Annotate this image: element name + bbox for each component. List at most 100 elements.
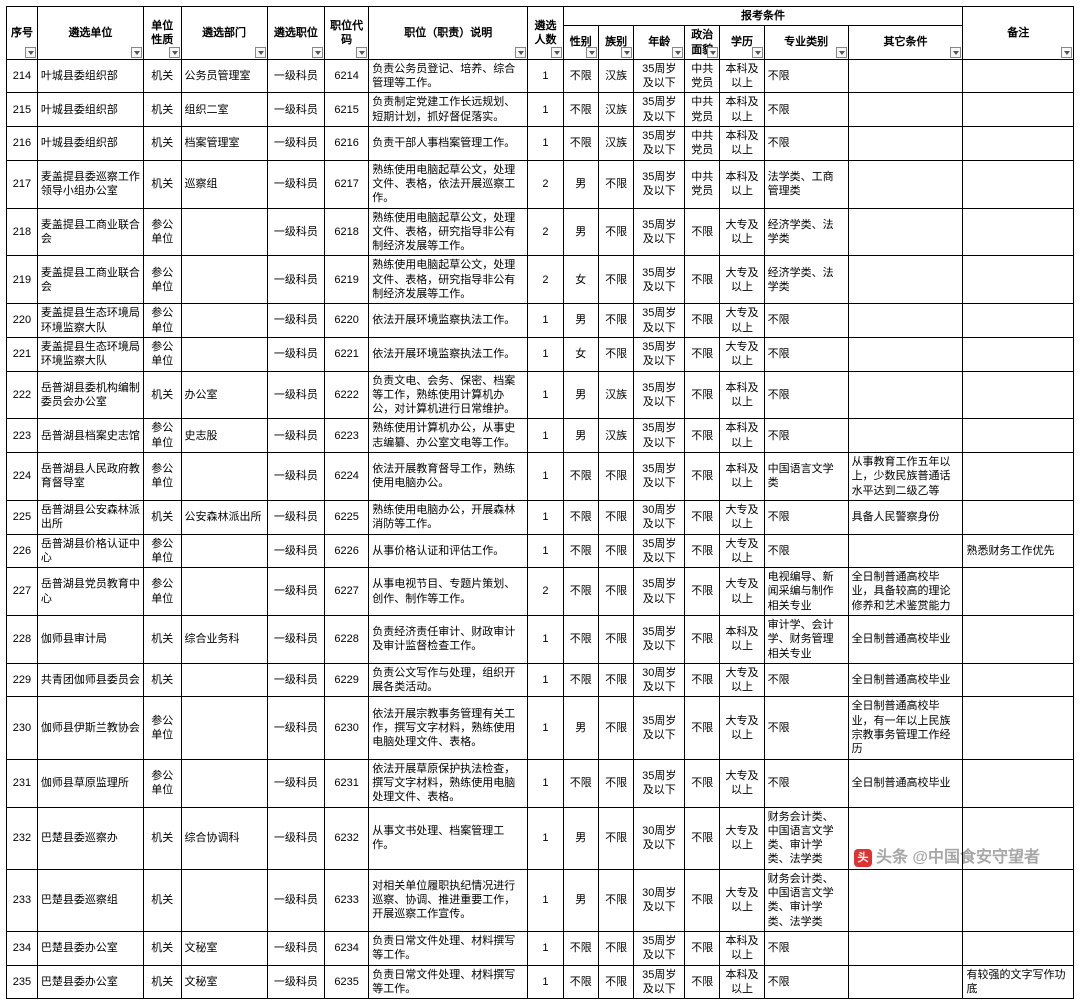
cell-seq: 230 bbox=[7, 697, 38, 759]
filter-icon[interactable] bbox=[950, 47, 961, 58]
cell-seq: 235 bbox=[7, 965, 38, 999]
filter-icon[interactable] bbox=[515, 47, 526, 58]
cell-edu: 大专及以上 bbox=[720, 759, 764, 807]
cell-pol: 不限 bbox=[685, 419, 720, 453]
filter-icon[interactable] bbox=[356, 47, 367, 58]
cell-type: 参公单位 bbox=[143, 453, 181, 501]
table-row: 235巴楚县委办公室机关文秘室一级科员6235负责日常文件处理、材料撰写等工作。… bbox=[7, 965, 1074, 999]
cell-pol: 不限 bbox=[685, 663, 720, 697]
cell-num: 1 bbox=[528, 453, 563, 501]
col-conditions-group: 报考条件 bbox=[563, 7, 963, 26]
cell-dept bbox=[181, 534, 267, 568]
cell-type: 参公单位 bbox=[143, 304, 181, 338]
cell-other bbox=[848, 59, 963, 93]
cell-type: 机关 bbox=[143, 93, 181, 127]
cell-edu: 本科及以上 bbox=[720, 453, 764, 501]
cell-type: 机关 bbox=[143, 931, 181, 965]
cell-other bbox=[848, 93, 963, 127]
cell-sex: 不限 bbox=[563, 500, 598, 534]
cell-pol: 不限 bbox=[685, 697, 720, 759]
cell-sex: 男 bbox=[563, 208, 598, 256]
cell-edu: 大专及以上 bbox=[720, 500, 764, 534]
cell-eth: 汉族 bbox=[598, 371, 633, 419]
cell-edu: 本科及以上 bbox=[720, 160, 764, 208]
cell-edu: 大专及以上 bbox=[720, 663, 764, 697]
cell-code: 6227 bbox=[325, 568, 369, 616]
cell-other bbox=[848, 807, 963, 869]
filter-icon[interactable] bbox=[169, 47, 180, 58]
cell-job: 一级科员 bbox=[267, 419, 324, 453]
cell-sex: 不限 bbox=[563, 93, 598, 127]
cell-edu: 大专及以上 bbox=[720, 337, 764, 371]
col-pol: 政治面貌 bbox=[685, 26, 720, 60]
cell-code: 6222 bbox=[325, 371, 369, 419]
filter-icon[interactable] bbox=[25, 47, 36, 58]
filter-icon[interactable] bbox=[131, 47, 142, 58]
cell-unit: 麦盖提县委巡察工作领导小组办公室 bbox=[37, 160, 143, 208]
cell-dept bbox=[181, 256, 267, 304]
cell-seq: 218 bbox=[7, 208, 38, 256]
cell-type: 机关 bbox=[143, 127, 181, 161]
cell-unit: 叶城县委组织部 bbox=[37, 59, 143, 93]
table-row: 226岳普湖县价格认证中心参公单位一级科员6226从事价格认证和评估工作。1不限… bbox=[7, 534, 1074, 568]
cell-sex: 男 bbox=[563, 160, 598, 208]
cell-num: 1 bbox=[528, 534, 563, 568]
cell-pol: 不限 bbox=[685, 208, 720, 256]
cell-other: 全日制普通高校毕业，具备较高的理论修养和艺术鉴赏能力 bbox=[848, 568, 963, 616]
cell-sex: 男 bbox=[563, 807, 598, 869]
cell-job: 一级科员 bbox=[267, 371, 324, 419]
col-code: 职位代码 bbox=[325, 7, 369, 60]
cell-sex: 男 bbox=[563, 371, 598, 419]
cell-desc: 熟练使用电脑起草公文，处理文件、表格，研究指导非公有制经济发展等工作。 bbox=[369, 256, 528, 304]
cell-unit: 岳普湖县委机构编制委员会办公室 bbox=[37, 371, 143, 419]
cell-eth: 不限 bbox=[598, 500, 633, 534]
cell-dept: 办公室 bbox=[181, 371, 267, 419]
cell-code: 6229 bbox=[325, 663, 369, 697]
filter-icon[interactable] bbox=[312, 47, 323, 58]
cell-job: 一级科员 bbox=[267, 534, 324, 568]
filter-icon[interactable] bbox=[621, 47, 632, 58]
cell-other: 从事教育工作五年以上，少数民族普通话水平达到二级乙等 bbox=[848, 453, 963, 501]
filter-icon[interactable] bbox=[836, 47, 847, 58]
cell-unit: 巴楚县委巡察办 bbox=[37, 807, 143, 869]
cell-edu: 大专及以上 bbox=[720, 256, 764, 304]
cell-type: 参公单位 bbox=[143, 419, 181, 453]
cell-age: 30周岁及以下 bbox=[634, 500, 685, 534]
cell-other bbox=[848, 208, 963, 256]
filter-icon[interactable] bbox=[707, 47, 718, 58]
cell-pol: 不限 bbox=[685, 931, 720, 965]
cell-dept: 巡察组 bbox=[181, 160, 267, 208]
cell-note bbox=[963, 337, 1074, 371]
cell-sex: 不限 bbox=[563, 759, 598, 807]
cell-code: 6219 bbox=[325, 256, 369, 304]
filter-icon[interactable] bbox=[1061, 47, 1072, 58]
cell-eth: 汉族 bbox=[598, 59, 633, 93]
cell-seq: 234 bbox=[7, 931, 38, 965]
cell-age: 35周岁及以下 bbox=[634, 568, 685, 616]
cell-seq: 233 bbox=[7, 869, 38, 931]
cell-dept: 文秘室 bbox=[181, 931, 267, 965]
filter-icon[interactable] bbox=[255, 47, 266, 58]
cell-eth: 不限 bbox=[598, 534, 633, 568]
cell-sex: 男 bbox=[563, 419, 598, 453]
filter-icon[interactable] bbox=[752, 47, 763, 58]
cell-desc: 负责日常文件处理、材料撰写等工作。 bbox=[369, 931, 528, 965]
cell-unit: 岳普湖县公安森林派出所 bbox=[37, 500, 143, 534]
table-row: 217麦盖提县委巡察工作领导小组办公室机关巡察组一级科员6217熟练使用电脑起草… bbox=[7, 160, 1074, 208]
cell-job: 一级科员 bbox=[267, 697, 324, 759]
col-age: 年龄 bbox=[634, 26, 685, 60]
cell-type: 参公单位 bbox=[143, 568, 181, 616]
table-body: 214叶城县委组织部机关公务员管理室一级科员6214负责公务员登记、培养、综合管… bbox=[7, 59, 1074, 998]
cell-desc: 从事价格认证和评估工作。 bbox=[369, 534, 528, 568]
cell-code: 6235 bbox=[325, 965, 369, 999]
cell-age: 35周岁及以下 bbox=[634, 931, 685, 965]
cell-eth: 汉族 bbox=[598, 419, 633, 453]
cell-desc: 对相关单位履职执纪情况进行巡察、协调、推进重要工作，开展巡察工作宣传。 bbox=[369, 869, 528, 931]
cell-eth: 不限 bbox=[598, 663, 633, 697]
filter-icon[interactable] bbox=[672, 47, 683, 58]
cell-major: 经济学类、法学类 bbox=[764, 256, 848, 304]
filter-icon[interactable] bbox=[551, 47, 562, 58]
cell-pol: 中共党员 bbox=[685, 127, 720, 161]
filter-icon[interactable] bbox=[586, 47, 597, 58]
cell-sex: 不限 bbox=[563, 615, 598, 663]
